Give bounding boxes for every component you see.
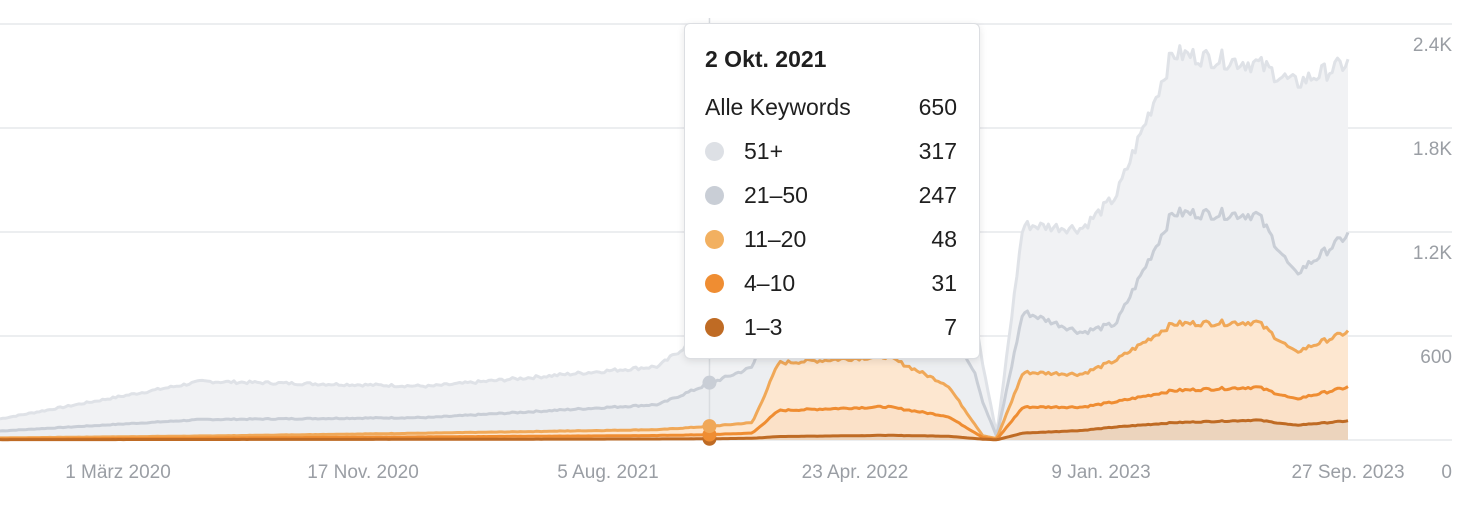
y-tick-label: 1.2K (1413, 243, 1452, 264)
legend-dot-icon (705, 229, 724, 249)
x-axis-ticks: 1 März 2020 17 Nov. 2020 5 Aug. 2021 23 Apr… (65, 462, 1404, 483)
area-4–10 (0, 386, 1348, 440)
tooltip-row: 11–20 48 (705, 217, 957, 261)
tooltip-row: 1–3 7 (705, 305, 957, 349)
series-line-51+ (0, 44, 1350, 433)
y-axis-ticks: 0 600 1.2K 1.8K 2.4K (1413, 35, 1452, 483)
area-21–50 (0, 208, 1348, 439)
marker-dot (702, 419, 717, 434)
hover-tooltip: 2 Okt. 2021 Alle Keywords 650 51+ 317 21… (684, 23, 980, 359)
series-lines (0, 44, 1350, 442)
tooltip-date: 2 Okt. 2021 (705, 46, 827, 72)
tooltip-row-value: 7 (944, 313, 957, 340)
marker-dot (702, 375, 717, 390)
tooltip-row-label: 21–50 (744, 181, 808, 208)
tooltip-row-value: 317 (918, 137, 957, 164)
tooltip-row-label: 4–10 (744, 269, 796, 296)
x-tick-label: 1 März 2020 (65, 462, 171, 483)
x-tick-label: 23 Apr. 2022 (802, 462, 909, 483)
tooltip-row-label: 11–20 (744, 225, 807, 252)
series-line-21–50 (0, 206, 1350, 437)
y-tick-label: 1.8K (1413, 139, 1452, 160)
area-11–20 (0, 319, 1348, 440)
legend-dot-icon (705, 141, 724, 161)
series-line-4–10 (0, 385, 1349, 441)
legend-dot-icon (705, 273, 724, 293)
tooltip-row-label: 1–3 (744, 313, 783, 340)
tooltip-row: 4–10 31 (705, 261, 957, 305)
tooltip-row-label: 51+ (744, 137, 784, 164)
x-tick-label: 27 Sep. 2023 (1291, 462, 1404, 483)
series-line-11–20 (0, 318, 1350, 440)
tooltip-total-row: Alle Keywords 650 (705, 85, 957, 129)
series-line-1–3 (0, 418, 1349, 442)
tooltip-row-value: 31 (931, 269, 957, 296)
tooltip-row-value: 48 (931, 225, 957, 252)
tooltip-rows: 51+ 317 21–50 247 11–20 48 4–10 31 1–3 7 (705, 129, 957, 349)
x-tick-label: 5 Aug. 2021 (557, 462, 658, 483)
tooltip-total-value: 650 (918, 93, 957, 120)
y-tick-label: 0 (1441, 462, 1452, 483)
x-tick-label: 17 Nov. 2020 (307, 462, 419, 483)
tooltip-row-value: 247 (918, 181, 957, 208)
legend-dot-icon (705, 185, 724, 205)
y-tick-label: 2.4K (1413, 35, 1452, 56)
y-tick-label: 600 (1420, 347, 1452, 368)
area-51+ (0, 45, 1348, 435)
tooltip-row: 21–50 247 (705, 173, 957, 217)
legend-dot-icon (705, 317, 724, 337)
x-tick-label: 9 Jan. 2023 (1051, 462, 1150, 483)
tooltip-row: 51+ 317 (705, 129, 957, 173)
tooltip-total-label: Alle Keywords (705, 93, 851, 120)
